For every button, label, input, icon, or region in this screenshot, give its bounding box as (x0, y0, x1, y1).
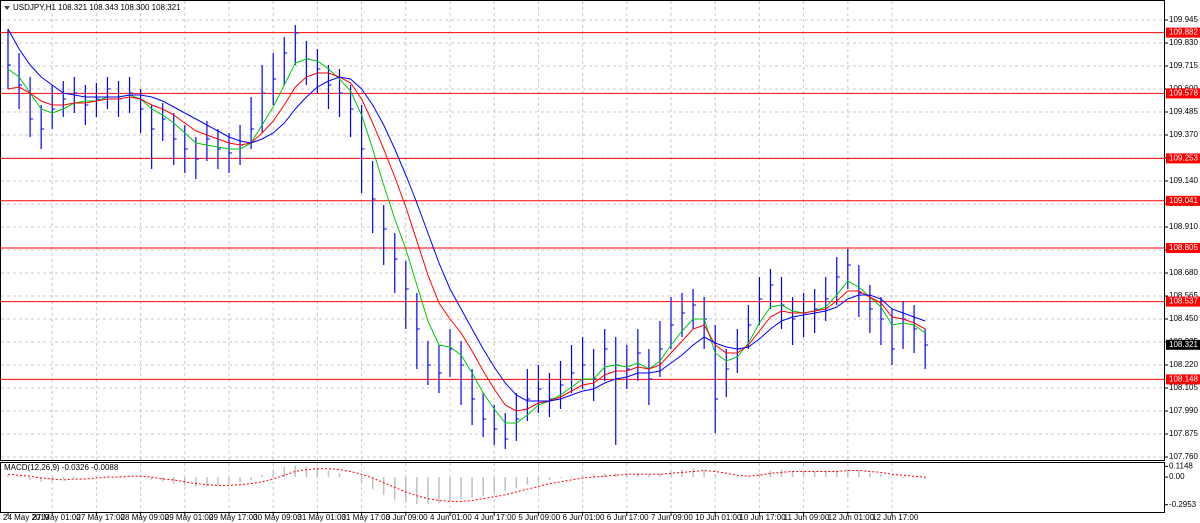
last-price-label: 108.321 (1169, 340, 1198, 349)
x-tick-label: 27 May 01:00 (32, 513, 81, 522)
y-tick-label: 108.220 (1169, 360, 1198, 369)
level-label-box (1166, 243, 1200, 253)
x-tick-label: 29 May 01:00 (165, 513, 214, 522)
x-tick-label: 28 May 09:00 (121, 513, 170, 522)
level-label: 108.148 (1169, 375, 1198, 384)
collapse-icon[interactable] (4, 6, 10, 10)
x-tick-label: 7 Jun 09:00 (651, 513, 693, 522)
level-label: 109.578 (1169, 89, 1198, 98)
level-label-box (1166, 195, 1200, 206)
x-tick-label: 24 May 2019 (3, 513, 50, 522)
y-tick-label: 109.485 (1169, 107, 1198, 116)
x-tick-label: 12 Jun 17:00 (872, 513, 919, 522)
y-tick-label: 0.1148 (1169, 461, 1193, 470)
x-tick-label: 12 Jun 01:00 (828, 513, 875, 522)
moving-average (7, 72, 926, 412)
x-tick-label: 11 Jun 09:00 (784, 513, 830, 522)
y-tick-label: 108.105 (1169, 383, 1198, 392)
x-tick-label: 27 May 17:00 (76, 513, 125, 522)
level-label: 109.041 (1169, 196, 1198, 205)
y-tick-label: 0.00 (1169, 472, 1185, 481)
x-tick-label: 29 May 17:00 (209, 513, 258, 522)
level-label: 108.805 (1169, 243, 1198, 252)
level-label-box (1166, 153, 1200, 164)
macd-title: MACD(12,26,9) -0.0326 -0.0088 (4, 463, 119, 472)
y-tick-label: 109.370 (1169, 130, 1198, 139)
x-tick-label: 4 Jun 01:00 (430, 513, 472, 522)
x-tick-label: 4 Jun 17:00 (474, 513, 516, 522)
level-label-box (1166, 296, 1200, 307)
x-tick-label: 3 Jun 09:00 (386, 513, 428, 522)
y-tick-label: 107.990 (1169, 406, 1198, 415)
y-tick-label: 108.910 (1169, 222, 1198, 231)
x-tick-label: 10 Jun 01:00 (695, 513, 742, 522)
level-label-box (1166, 88, 1200, 99)
macd-signal (7, 468, 926, 502)
y-tick-label: 109.140 (1169, 176, 1198, 185)
level-label: 109.253 (1169, 154, 1198, 163)
x-tick-label: 31 May 17:00 (342, 513, 391, 522)
x-tick-label: 5 Jun 09:00 (518, 513, 560, 522)
y-tick-label: 109.945 (1169, 15, 1198, 24)
y-tick-label: 109.715 (1169, 61, 1198, 70)
y-tick-label: 107.760 (1169, 452, 1198, 461)
y-tick-label: 109.830 (1169, 38, 1198, 47)
x-tick-label: 10 Jun 17:00 (739, 513, 786, 522)
level-label-box (1166, 374, 1200, 385)
moving-average (7, 28, 926, 402)
y-tick-label: 108.450 (1169, 314, 1198, 323)
y-tick-label: 108.565 (1169, 291, 1198, 300)
x-tick-label: 6 Jun 01:00 (563, 513, 605, 522)
level-label: 108.537 (1169, 297, 1198, 306)
moving-average (7, 58, 926, 424)
level-label: 109.882 (1169, 28, 1198, 37)
y-tick-label: -0.2953 (1169, 500, 1197, 509)
level-label-box (1166, 27, 1200, 38)
x-tick-label: 30 May 09:00 (253, 513, 302, 522)
last-price-box (1166, 339, 1200, 350)
x-tick-label: 6 Jun 17:00 (607, 513, 649, 522)
y-tick-label: 107.875 (1169, 429, 1198, 438)
chart-title: USDJPY,H1 108.321 108.343 108.300 108.32… (13, 3, 181, 12)
y-tick-label: 108.680 (1169, 268, 1198, 277)
x-tick-label: 31 May 01:00 (297, 513, 346, 522)
